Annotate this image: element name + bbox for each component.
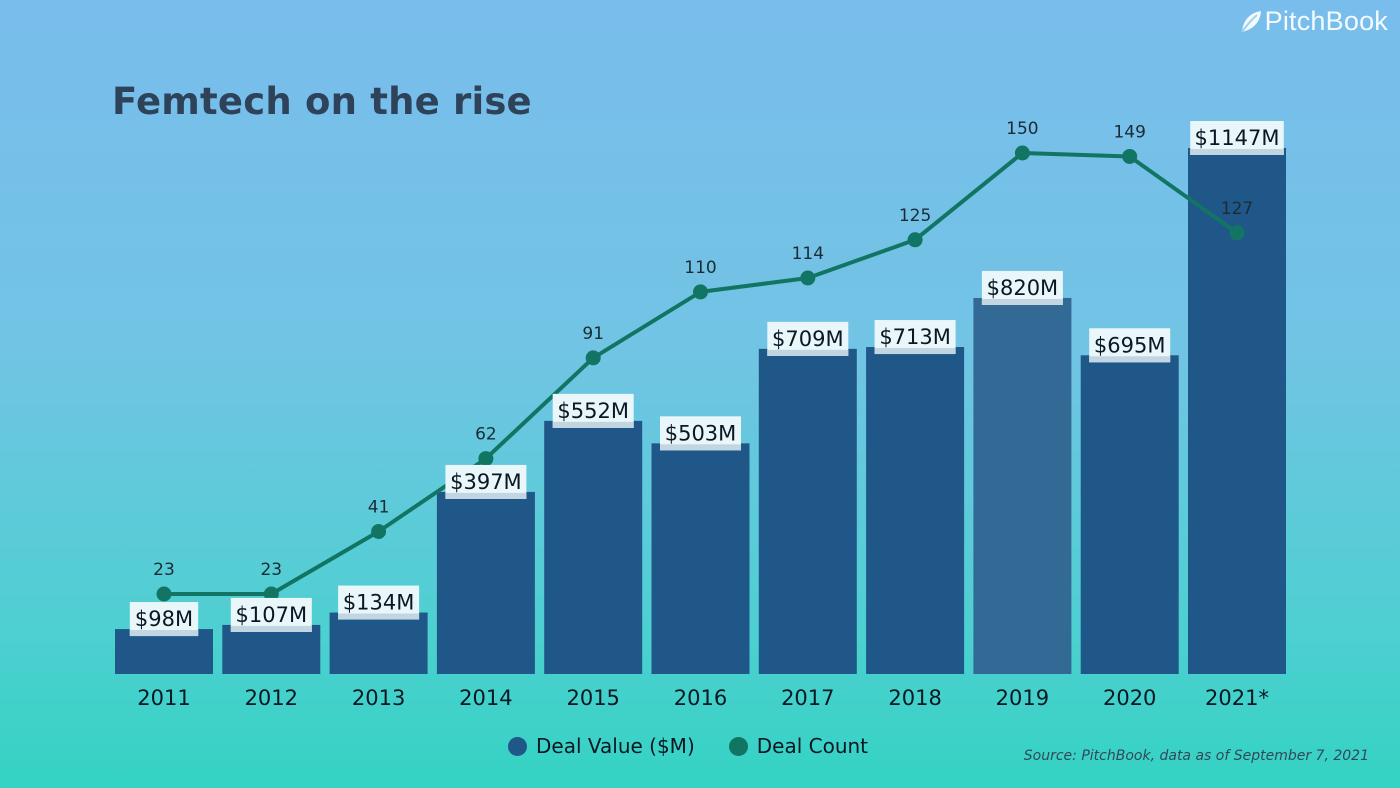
bar-2014: [436, 491, 535, 674]
value-label-box-edge-2018: [874, 348, 956, 355]
x-tick-label-2017: 2017: [781, 686, 834, 710]
value-label-box-edge-2020: [1089, 356, 1171, 363]
deal-count-point-2018: [907, 232, 923, 248]
deal-count-label-2021: 127: [1221, 199, 1253, 219]
deal-count-label-2018: 125: [899, 206, 931, 226]
bar-2013: [329, 612, 428, 674]
deal-count-point-2011: [156, 586, 172, 602]
value-label-2012: $107M: [236, 603, 308, 627]
value-label-2014: $397M: [450, 470, 522, 494]
bar-2015: [544, 420, 643, 674]
leaf-logo-icon: [1240, 10, 1261, 33]
x-tick-label-2014: 2014: [459, 686, 512, 710]
deal-count-point-2017: [800, 270, 816, 286]
value-label-box-edge-2013: [338, 613, 420, 620]
x-tick-label-2012: 2012: [245, 686, 298, 710]
deal-count-point-2019: [1014, 145, 1030, 161]
value-label-box-edge-2015: [552, 421, 634, 428]
bar-2012: [222, 624, 321, 674]
deal-count-label-2012: 23: [260, 560, 282, 580]
x-tick-label-2011: 2011: [137, 686, 190, 710]
value-label-2011: $98M: [135, 607, 193, 631]
bar-layer: [115, 148, 1286, 674]
bar-2019: [973, 297, 1072, 674]
x-tick-label-2016: 2016: [674, 686, 727, 710]
value-label-2018: $713M: [879, 325, 951, 349]
brand-name: PitchBook: [1264, 6, 1388, 36]
value-label-2016: $503M: [665, 421, 737, 445]
legend-label-deal-count: Deal Count: [756, 734, 869, 758]
x-tick-label-2020: 2020: [1103, 686, 1156, 710]
value-label-box-edge-2011: [129, 630, 199, 637]
x-tick-label-2021: 2021*: [1205, 686, 1269, 710]
line-layer: 23 23 41 62 91 110 114 125 150 149 127: [153, 119, 1253, 602]
deal-count-label-2014: 62: [475, 425, 497, 445]
chart-title: Femtech on the rise: [112, 80, 532, 123]
value-label-box-edge-2014: [445, 492, 527, 499]
value-label-2020: $695M: [1094, 333, 1166, 357]
x-tick-label-2018: 2018: [888, 686, 941, 710]
bar-2018: [866, 347, 965, 674]
deal-count-point-2015: [585, 350, 601, 366]
value-label-box-edge-2016: [660, 444, 741, 451]
x-tick-label-2015: 2015: [566, 686, 619, 710]
value-label-2013: $134M: [343, 591, 415, 615]
value-label-box-edge-2021: [1190, 149, 1284, 155]
deal-count-label-2016: 110: [684, 258, 716, 278]
label-layer: 2011 $98M 2012 $107M 2013 $134M 2014 $397M 2015 $…: [129, 121, 1284, 710]
legend-item-deal-count: Deal Count: [728, 734, 869, 758]
legend-swatch-deal-count: [728, 736, 748, 756]
legend-item-deal-value: Deal Value ($M): [508, 734, 695, 758]
deal-count-label-2013: 41: [368, 497, 390, 517]
deal-count-label-2020: 149: [1113, 122, 1145, 142]
value-label-box-edge-2012: [230, 625, 312, 632]
deal-count-label-2015: 91: [582, 324, 604, 344]
bar-2011: [115, 629, 213, 674]
deal-count-point-2012: [263, 586, 279, 602]
bar-2020: [1080, 355, 1179, 674]
x-tick-label-2019: 2019: [996, 686, 1049, 710]
value-label-2019: $820M: [987, 276, 1059, 300]
bar-2016: [651, 443, 750, 674]
deal-count-label-2019: 150: [1006, 119, 1038, 139]
deal-count-point-2016: [693, 284, 708, 300]
source-note: Source: PitchBook, data as of September …: [1023, 748, 1369, 764]
value-label-2015: $552M: [557, 399, 629, 423]
deal-count-point-2020: [1122, 148, 1138, 164]
x-tick-label-2013: 2013: [352, 686, 405, 710]
value-label-2021: $1147M: [1195, 126, 1280, 150]
legend-swatch-deal-value: [508, 736, 527, 756]
legend-label-deal-value: Deal Value ($M): [536, 734, 695, 758]
bar-2017: [758, 348, 857, 674]
chart-canvas: 23 23 41 62 91 110 114 125 150 149 127 2011 $98M 2012…: [115, 119, 1286, 710]
deal-count-label-2011: 23: [153, 560, 175, 580]
deal-count-point-2013: [371, 523, 387, 539]
value-label-box-edge-2019: [981, 298, 1063, 305]
deal-count-point-2021: [1229, 225, 1245, 241]
deal-count-label-2017: 114: [792, 244, 824, 264]
value-label-2017: $709M: [772, 327, 844, 351]
deal-count-point-2014: [478, 451, 494, 467]
chart-legend: Deal Value ($M) Deal Count: [508, 734, 868, 758]
value-label-box-edge-2017: [767, 349, 849, 356]
brand-logo: PitchBook: [1239, 6, 1388, 37]
